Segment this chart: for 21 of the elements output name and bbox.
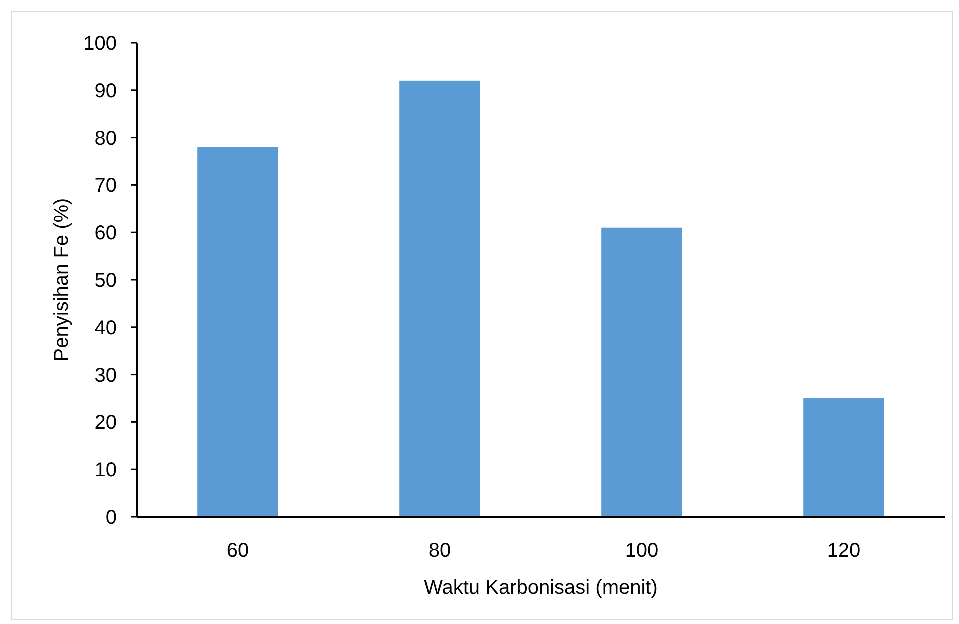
y-tick-label: 60 [94, 222, 117, 245]
y-tick-label: 80 [94, 128, 117, 150]
x-axis-title: Waktu Karbonisasi (menit) [424, 577, 658, 599]
x-tick-label: 120 [827, 540, 861, 562]
bar [400, 80, 480, 517]
y-tick-label: 90 [94, 80, 117, 102]
x-tick-label: 80 [428, 540, 452, 562]
y-tick-label: 30 [94, 364, 117, 387]
y-tick-label: 10 [94, 460, 117, 482]
bar [804, 398, 884, 517]
bar [602, 228, 682, 517]
x-tick-label: 60 [226, 540, 250, 562]
y-tick-label: 100 [84, 33, 117, 55]
y-tick-label: 20 [94, 412, 117, 434]
x-tick-label: 100 [625, 540, 659, 562]
y-tick-label: 40 [94, 317, 117, 340]
y-axis-title: Penyisihan Fe (%) [51, 198, 73, 362]
y-tick-label: 70 [94, 175, 117, 198]
y-tick-label: 0 [106, 507, 117, 529]
y-tick-label: 50 [94, 270, 117, 292]
bar [198, 147, 278, 517]
